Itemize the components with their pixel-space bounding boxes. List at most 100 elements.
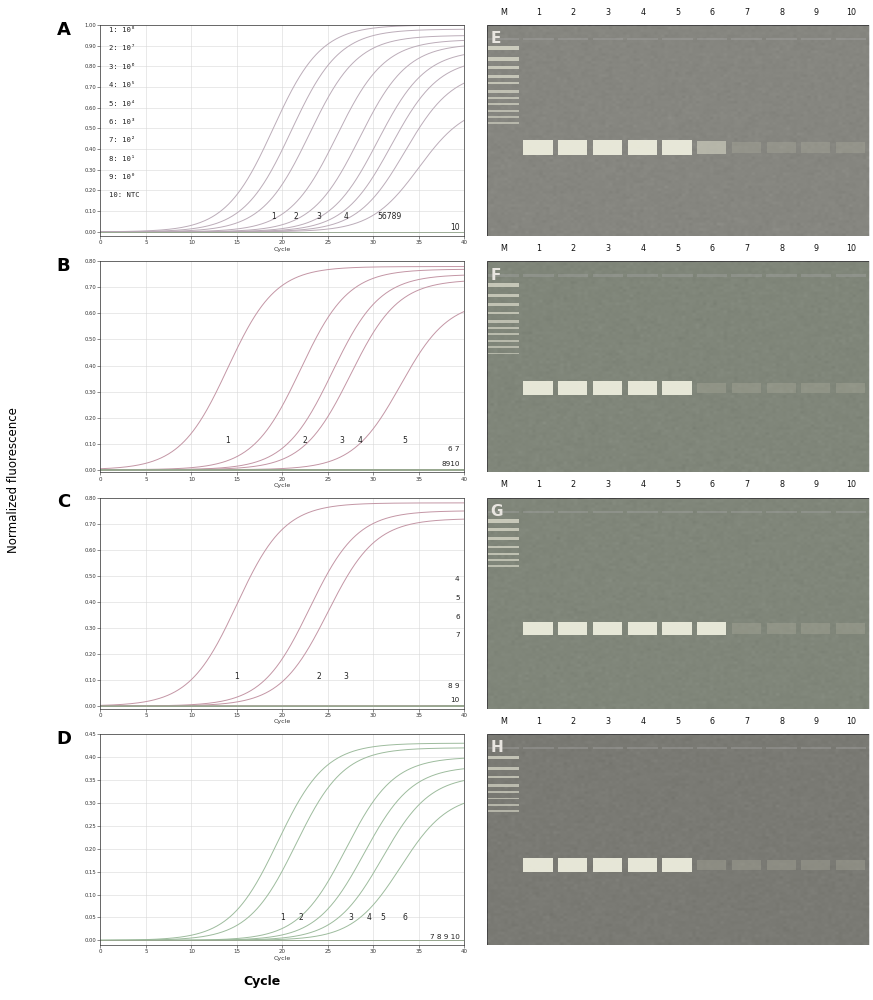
Bar bbox=[488, 528, 519, 531]
Bar bbox=[593, 38, 623, 40]
Bar bbox=[697, 141, 726, 154]
Bar bbox=[488, 776, 519, 778]
Text: 7: 7 bbox=[745, 244, 750, 253]
Text: 5: 5 bbox=[675, 717, 680, 726]
Text: 1: 1 bbox=[271, 212, 276, 221]
Bar bbox=[558, 858, 588, 872]
Bar bbox=[488, 559, 519, 561]
Bar bbox=[835, 511, 866, 513]
X-axis label: Cycle: Cycle bbox=[274, 483, 291, 488]
Text: 1: 1 bbox=[235, 672, 239, 681]
Text: 6: 10³: 6: 10³ bbox=[109, 119, 135, 125]
Bar bbox=[488, 346, 519, 348]
Bar bbox=[766, 860, 795, 870]
Bar bbox=[663, 622, 691, 635]
Bar bbox=[488, 66, 519, 69]
Text: 10: 10 bbox=[846, 8, 856, 17]
Text: 2: 2 bbox=[316, 672, 321, 681]
Bar bbox=[488, 791, 519, 793]
Bar bbox=[801, 860, 830, 870]
Text: 7: 7 bbox=[745, 717, 750, 726]
Bar bbox=[488, 546, 519, 548]
Text: 1: 1 bbox=[225, 436, 230, 445]
Bar bbox=[488, 810, 519, 812]
Bar bbox=[523, 38, 553, 40]
Bar bbox=[593, 140, 622, 155]
Bar bbox=[662, 274, 692, 277]
Bar bbox=[628, 274, 658, 277]
Text: M: M bbox=[500, 480, 507, 489]
Text: Normalized fluorescence: Normalized fluorescence bbox=[7, 407, 19, 553]
Bar bbox=[836, 860, 865, 870]
Text: 2: 2 bbox=[571, 8, 576, 17]
Text: 10: 10 bbox=[450, 223, 460, 232]
Bar bbox=[732, 38, 762, 40]
Text: 5: 5 bbox=[380, 913, 385, 922]
Text: 9: 10⁰: 9: 10⁰ bbox=[109, 174, 135, 180]
Text: Cycle: Cycle bbox=[244, 976, 280, 988]
Bar bbox=[766, 38, 797, 40]
Text: 3: 10⁶: 3: 10⁶ bbox=[109, 64, 135, 70]
Bar bbox=[836, 623, 865, 634]
Bar bbox=[836, 383, 865, 393]
Text: 5: 5 bbox=[675, 8, 680, 17]
Text: 7: 7 bbox=[745, 480, 750, 489]
Text: 10: NTC: 10: NTC bbox=[109, 192, 140, 198]
Bar bbox=[488, 122, 519, 124]
Bar bbox=[801, 511, 831, 513]
Bar bbox=[697, 860, 726, 870]
Text: 3: 3 bbox=[339, 436, 344, 445]
Bar bbox=[663, 381, 691, 395]
Text: 9: 9 bbox=[814, 8, 819, 17]
Bar bbox=[558, 747, 588, 749]
Text: 8910: 8910 bbox=[441, 461, 460, 467]
Text: 4: 4 bbox=[641, 8, 645, 17]
Bar bbox=[593, 274, 623, 277]
Bar bbox=[488, 82, 519, 84]
Text: 5: 5 bbox=[402, 436, 408, 445]
Bar bbox=[663, 140, 691, 155]
Text: 1: 1 bbox=[536, 480, 541, 489]
Bar bbox=[628, 381, 656, 395]
Bar bbox=[593, 511, 623, 513]
Bar bbox=[766, 142, 795, 153]
Bar bbox=[488, 283, 519, 287]
Bar bbox=[488, 116, 519, 118]
Text: M: M bbox=[500, 717, 507, 726]
Bar bbox=[488, 294, 519, 297]
Bar bbox=[732, 274, 762, 277]
Bar bbox=[697, 747, 727, 749]
Bar bbox=[628, 858, 656, 872]
Bar bbox=[558, 38, 588, 40]
Text: 9: 9 bbox=[814, 244, 819, 253]
Bar bbox=[558, 381, 588, 395]
Text: 8: 10¹: 8: 10¹ bbox=[109, 156, 135, 162]
Text: 9: 9 bbox=[814, 717, 819, 726]
Text: 2: 2 bbox=[571, 717, 576, 726]
Text: 3: 3 bbox=[606, 717, 610, 726]
Bar bbox=[488, 340, 519, 342]
Text: 4: 4 bbox=[367, 913, 371, 922]
Text: 3: 3 bbox=[348, 913, 353, 922]
Text: 8: 8 bbox=[780, 717, 784, 726]
Bar bbox=[524, 140, 553, 155]
Text: M: M bbox=[500, 8, 507, 17]
Text: 4: 10⁵: 4: 10⁵ bbox=[109, 82, 135, 88]
Bar bbox=[523, 274, 553, 277]
Bar bbox=[488, 565, 519, 567]
Bar bbox=[488, 756, 519, 759]
Text: 5: 10⁴: 5: 10⁴ bbox=[109, 101, 135, 107]
Bar bbox=[488, 784, 519, 787]
Text: M: M bbox=[500, 244, 507, 253]
Bar bbox=[488, 320, 519, 323]
Bar bbox=[766, 274, 797, 277]
Text: 7: 7 bbox=[745, 8, 750, 17]
Bar bbox=[558, 511, 588, 513]
Bar bbox=[697, 511, 727, 513]
Text: D: D bbox=[57, 730, 72, 748]
Bar bbox=[488, 537, 519, 540]
Bar bbox=[488, 804, 519, 806]
Bar bbox=[524, 858, 553, 872]
Bar bbox=[524, 381, 553, 395]
Bar bbox=[488, 46, 519, 50]
